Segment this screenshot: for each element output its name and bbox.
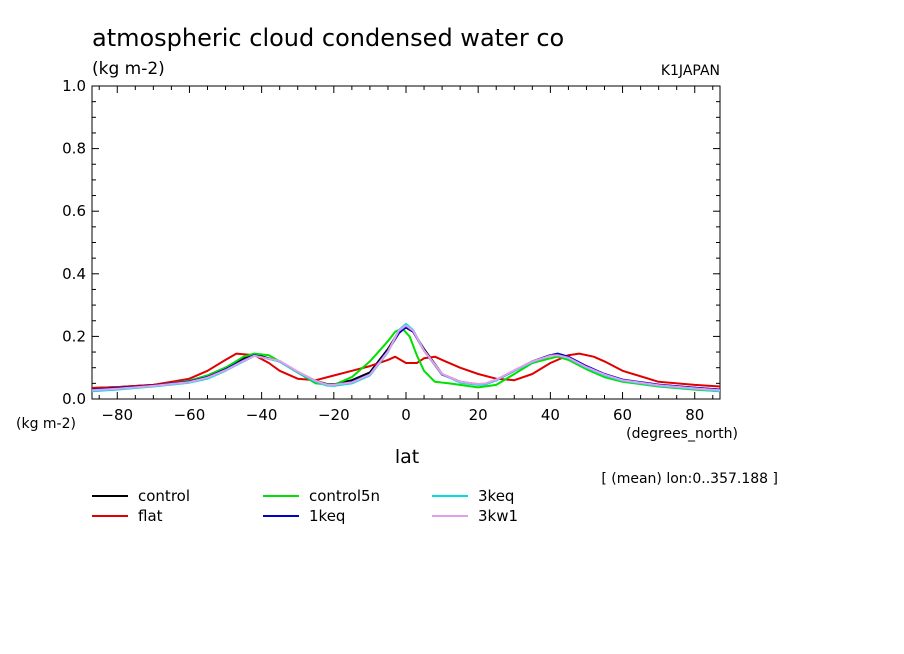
- x-tick-label: 40: [541, 406, 560, 424]
- legend-label-3keq: 3keq: [478, 487, 514, 505]
- y-axis: 0.0 0.2 0.4 0.6 0.8 1.0: [62, 77, 720, 408]
- y-tick-label: 0.0: [62, 390, 86, 408]
- series-line-3kw1: [92, 324, 720, 392]
- source-label: K1JAPAN: [661, 63, 720, 79]
- y-tick-label: 0.2: [62, 327, 86, 345]
- x-tick-label: −20: [318, 406, 350, 424]
- y-tick-label: 0.8: [62, 140, 86, 158]
- x-tick-label: 60: [613, 406, 632, 424]
- legend-label-control5n: control5n: [309, 487, 380, 505]
- plot-frame: [91, 85, 721, 400]
- series-line-flat: [92, 352, 720, 389]
- x-tick-label: 0: [401, 406, 411, 424]
- series-lines: [92, 322, 720, 393]
- x-tick-label: −60: [174, 406, 206, 424]
- legend-label-3kw1: 3kw1: [478, 507, 518, 525]
- y-axis-units: (kg m-2): [16, 416, 76, 432]
- legend: control flat control5n 1keq 3keq 3kw1: [92, 487, 518, 525]
- x-tick-label: −80: [101, 406, 133, 424]
- x-tick-label: −40: [246, 406, 278, 424]
- chart-units: (kg m-2): [92, 59, 165, 79]
- x-axis-units: (degrees_north): [626, 426, 738, 442]
- legend-label-control: control: [138, 487, 190, 505]
- x-axis: −80 −60 −40 −20 0 20 40 60 80: [98, 86, 714, 424]
- y-tick-label: 0.4: [62, 265, 86, 283]
- y-tick-label: 1.0: [62, 77, 86, 95]
- footnote: [ (mean) lon:0..357.188 ]: [601, 471, 778, 487]
- legend-label-flat: flat: [138, 507, 163, 525]
- series-line-control5n: [92, 327, 720, 393]
- chart-title: atmospheric cloud condensed water co: [92, 24, 564, 52]
- x-axis-label: lat: [395, 446, 419, 468]
- plot-area: [91, 85, 721, 400]
- y-tick-label: 0.6: [62, 202, 86, 220]
- x-tick-label: 20: [469, 406, 488, 424]
- x-tick-label: 80: [685, 406, 704, 424]
- legend-label-1keq: 1keq: [309, 507, 345, 525]
